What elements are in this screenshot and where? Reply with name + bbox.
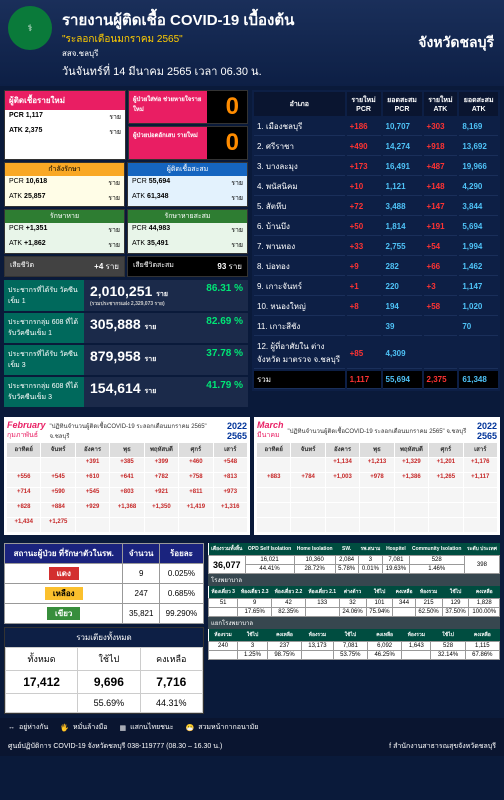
status-row: สถานะผู้ป่วย ที่รักษาตัวในรพ.จำนวนร้อยละ… [0,539,504,718]
death-box: เสียชีวิต+4 ราย [4,256,125,277]
wave-label: "ระลอกเดือนมกราคม 2565" จังหวัดชลบุรี [62,32,494,47]
district-row: 9. เกาะจันทร์+1220+31,147 [254,278,498,296]
district-row: 5. สัตหีบ+723,488+1473,844 [254,198,498,216]
calendar-feb: Februaryกุมภาพันธ์ "ปฏิทินจำนวนผู้ติดเชื… [4,417,250,535]
pneumonia-value: 0 [207,127,247,159]
status-row: เหลือง2470.685% [5,584,204,604]
cumulative-box: ผู้ติดเชื้อสะสม PCR 55,694ราย ATK 61,348… [127,162,248,207]
wash-icon: 🖐 หมั่นล้างมือ [60,722,107,733]
hospitals-label: โรงพยาบาล [208,574,500,586]
field-hosp-table: ห้องรวมใช้ไปคงเหลือห้องรวมใช้ไปคงเหลือห้… [208,629,500,660]
districts-table: อำเภอรายใหม่ PCRยอดสะสม PCRรายใหม่ ATKยอ… [252,90,500,391]
status-row: แดง90.025% [5,564,204,584]
moph-logo: ⚕ [8,6,52,50]
isolation-table: เตียงรวมทั้งสิ้นOPD Self IsolationHome I… [208,543,500,574]
vaccine-row: ประชากรที่ได้รับ วัคซีนเข็ม 3879,958 ราย… [4,345,248,375]
district-row: 3. บางละมุง+17316,491+48719,966 [254,158,498,176]
calendar-mar: Marchมีนาคม "ปฏิทินจำนวนผู้ติดเชื้อCOVID… [254,417,500,535]
new-cases-title: ผู้ติดเชื้อรายใหม่ [5,91,125,110]
field-hosp-label: แยกโรงพยาบาล [208,617,500,629]
district-row: 2. ศรีราชา+49014,274+91813,692 [254,138,498,156]
pneumonia-label: ผู้ป่วยปอดอักเสบ รายใหม่ [129,127,207,159]
tube-label: ผู้ป่วยใส่ท่อ ช่วยหายใจรายใหม่ [129,91,207,123]
report-date: วันจันทร์ที่ 14 มีนาคม 2565 เวลา 06.30 น… [62,62,494,80]
footer-icons: ↔ อยู่ห่างกัน 🖐 หมั่นล้างมือ ▦ แสกนไทยชน… [0,718,504,737]
vaccine-row: ประชากรที่ได้รับ วัคซีนเข็ม 12,010,251 ร… [4,280,248,311]
death-cum-box: เสียชีวิตสะสม93 ราย [127,256,248,277]
district-row: 8. บ่อทอง+9282+661,462 [254,258,498,276]
district-row: 4. พนัสนิคม+101,121+1484,290 [254,178,498,196]
vaccine-row: ประชากรกลุ่ม 608 ที่ได้รับวัคซีนเข็ม 130… [4,313,248,343]
district-row: 11. เกาะสีชัง3970 [254,318,498,336]
treating-box: กำลังรักษา PCR 10,618ราย ATK 25,857ราย [4,162,125,207]
vaccines: ประชากรที่ได้รับ วัคซีนเข็ม 12,010,251 ร… [4,280,248,407]
district-row: 1. เมืองชลบุรี+18610,707+3038,169 [254,118,498,136]
hotline: ศูนย์ปฏิบัติการ COVID-19 จังหวัดชลบุรี 0… [8,741,222,752]
header: ⚕ รายงานผู้ติดเชื้อ COVID-19 เบื้องต้น "… [0,0,504,86]
hospitals-table: ห้องเดี่ยว 3ห้องเดี่ยว 2.3ห้องเดี่ยว 2.2… [208,586,500,617]
district-row: 12. ผู้ที่อาศัยใน ต่างจังหวัด มาตรวจ จ.ช… [254,338,498,369]
report-root: ⚕ รายงานผู้ติดเชื้อ COVID-19 เบื้องต้น "… [0,0,504,756]
left-stats: ผู้ติดเชื้อรายใหม่ PCR 1,117ราย ATK 2,37… [4,90,248,409]
district-row: 6. บ้านบึง+501,814+1915,694 [254,218,498,236]
district-row: 7. พานทอง+332,755+541,994 [254,238,498,256]
title: รายงานผู้ติดเชื้อ COVID-19 เบื้องต้น [62,8,494,32]
tube-value: 0 [207,91,247,123]
top-stats-row: ผู้ติดเชื้อรายใหม่ PCR 1,117ราย ATK 2,37… [0,86,504,413]
new-cases-box: ผู้ติดเชื้อรายใหม่ PCR 1,117ราย ATK 2,37… [4,90,126,160]
scan-icon: ▦ แสกนไทยชนะ [120,722,174,733]
zero-boxes: ผู้ป่วยใส่ท่อ ช่วยหายใจรายใหม่ 0 ผู้ป่วย… [128,90,248,160]
calendars-row: Februaryกุมภาพันธ์ "ปฏิทินจำนวนผู้ติดเชื… [0,413,504,539]
fb-link: f สำนักงานสาธารณสุขจังหวัดชลบุรี [389,741,496,752]
status-table: สถานะผู้ป่วย ที่รักษาตัวในรพ.จำนวนร้อยละ… [4,543,204,624]
status-panel: สถานะผู้ป่วย ที่รักษาตัวในรพ.จำนวนร้อยละ… [4,543,204,714]
distance-icon: ↔ อยู่ห่างกัน [8,722,48,733]
recovered-box: รักษาหาย PCR +1,351ราย ATK +1,862ราย [4,209,125,254]
mask-icon: 😷 สวมหน้ากากอนามัย [185,722,258,733]
recovered-cum-box: รักษาหายสะสม PCR 44,983ราย ATK 35,491ราย [127,209,248,254]
beds-total: รวมเตียงทั้งหมด ทั้งหมดใช้ไปคงเหลือ 17,4… [4,627,204,714]
vaccine-row: ประชากรกลุ่ม 608 ที่ได้รับวัคซีนเข็ม 315… [4,377,248,407]
status-row: เขียว35,82199.290% [5,604,204,624]
districts-panel: อำเภอรายใหม่ PCRยอดสะสม PCRรายใหม่ ATKยอ… [252,90,500,409]
footer-contact: ศูนย์ปฏิบัติการ COVID-19 จังหวัดชลบุรี 0… [0,737,504,756]
district-row: 10. หนองใหญ่+8194+581,020 [254,298,498,316]
isolation-panel: เตียงรวมทั้งสิ้นOPD Self IsolationHome I… [208,543,500,714]
